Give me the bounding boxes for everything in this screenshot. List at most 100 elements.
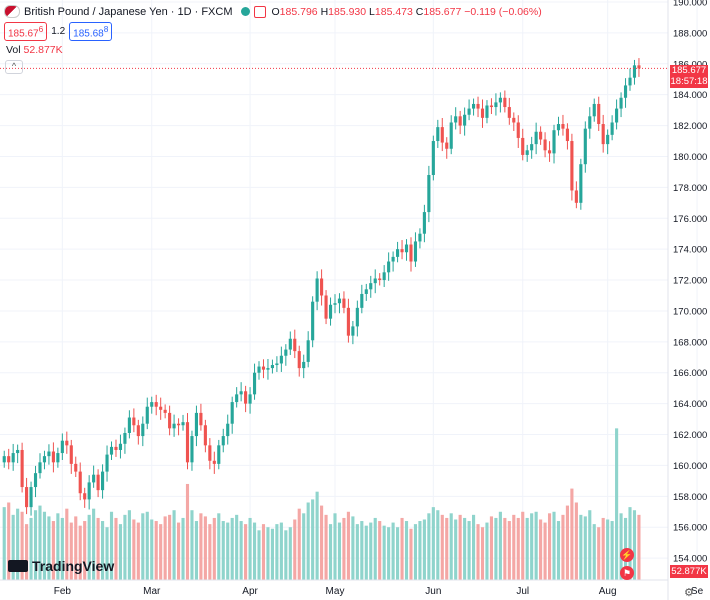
candle-body-15 [69, 445, 73, 464]
sell-button[interactable]: 185.676 [4, 22, 48, 42]
volume-bar-54 [244, 524, 248, 580]
volume-bar-131 [588, 510, 592, 580]
candle-body-88 [396, 249, 400, 257]
candle-body-55 [248, 394, 252, 404]
candle-body-121 [543, 139, 547, 151]
volume-bar-73 [328, 524, 333, 580]
logo-text: TradingView [32, 558, 115, 574]
candle-body-7 [33, 473, 38, 488]
volume-bar-32 [145, 511, 149, 580]
candle-body-82 [369, 283, 373, 290]
volume-bar-67 [302, 513, 306, 580]
x-tick-feb: Feb [54, 586, 72, 597]
tradingview-logo[interactable]: TradingView [8, 558, 114, 574]
volume-bar-26 [118, 524, 123, 580]
candle-body-19 [87, 482, 91, 500]
candle-body-69 [311, 301, 315, 341]
candle-body-109 [489, 105, 494, 108]
volume-bar-79 [355, 524, 359, 580]
volume-bar-97 [436, 510, 440, 580]
candle-body-64 [288, 338, 292, 350]
volume-bar-22 [101, 521, 105, 580]
volume-bar-56 [252, 522, 257, 580]
candle-body-74 [333, 303, 337, 305]
candle-body-53 [239, 391, 243, 395]
candle-body-36 [163, 409, 167, 413]
last-price: 185.677 [671, 65, 707, 76]
volume-bar-142 [637, 514, 641, 580]
candle-body-101 [454, 116, 458, 123]
candle-body-129 [579, 164, 583, 203]
candle-body-102 [458, 116, 462, 126]
symbol-title[interactable]: British Pound / Japanese Yen · 1D · FXCM [24, 5, 233, 18]
candle-body-65 [293, 338, 297, 352]
volume-bar-130 [583, 516, 587, 580]
x-tick-jul: Jul [516, 586, 529, 597]
last-price-tag: 185.677 18:57:18 [670, 65, 708, 88]
candle-body-70 [315, 278, 319, 302]
low-label: L [369, 5, 375, 18]
volume-bar-87 [391, 522, 395, 580]
y-tick-176: 176.000 [673, 214, 707, 225]
candle-body-95 [427, 175, 431, 213]
volume-bar-16 [74, 516, 78, 580]
volume-bar-61 [275, 524, 279, 580]
volume-bar-90 [404, 521, 409, 580]
flag-icon[interactable]: ⚑ [620, 566, 634, 580]
volume-bar-50 [226, 522, 230, 580]
y-tick-160: 160.000 [673, 461, 707, 472]
volume-bar-66 [297, 508, 301, 580]
volume-bar-91 [409, 528, 413, 580]
candle-body-42 [190, 436, 194, 463]
spread-value: 1.2 [51, 26, 66, 38]
candle-body-134 [601, 124, 605, 145]
volume-bar-119 [534, 511, 538, 580]
bar-countdown: 18:57:18 [670, 76, 708, 87]
candle-body-112 [503, 97, 507, 108]
candle-body-32 [145, 406, 149, 424]
price-axis[interactable]: 154.000 156.000 158.000 160.000 162.000 164.0… [667, 0, 707, 600]
candle-body-93 [418, 233, 422, 242]
volume-bar-33 [150, 519, 154, 580]
candle-body-139 [623, 85, 628, 98]
candle-body-124 [556, 124, 561, 131]
y-tick-158: 158.000 [673, 492, 707, 503]
candle-body-63 [284, 349, 288, 356]
candle-body-136 [610, 122, 614, 135]
volume-bar-21 [96, 517, 100, 580]
volume-bar-104 [467, 521, 471, 580]
x-tick-apr: Apr [242, 586, 258, 597]
volume-bar-36 [163, 516, 167, 580]
gear-icon[interactable]: ⚙ [684, 587, 694, 599]
volume-bar-103 [463, 517, 467, 580]
time-axis[interactable]: Feb Mar Apr May Jun Jul Aug Se [0, 579, 704, 597]
candle-body-90 [404, 244, 409, 253]
buy-button[interactable]: 185.688 [69, 22, 113, 42]
visibility-icon[interactable] [253, 5, 266, 18]
candle-body-138 [619, 97, 623, 109]
volume-bar-39 [176, 522, 181, 580]
lightning-icon[interactable]: ⚡ [620, 548, 634, 562]
volume-bar-78 [351, 516, 355, 580]
y-tick-166: 166.000 [673, 368, 707, 379]
candle-body-46 [208, 445, 212, 461]
candle-body-61 [275, 363, 279, 366]
y-tick-172: 172.000 [673, 276, 707, 287]
volume-bar-92 [413, 524, 418, 580]
volume-bar-75 [337, 522, 342, 580]
change-value: −0.119 (−0.06%) [464, 5, 542, 18]
market-status-icon [240, 7, 250, 16]
collapse-legend-chevron-up-icon[interactable]: ^ [5, 60, 23, 74]
close-label: C [415, 5, 424, 18]
candle-body-115 [516, 122, 520, 138]
volume-bar-35 [159, 524, 163, 580]
buy-price: 185.68 [73, 28, 104, 40]
candle-body-103 [463, 114, 467, 126]
volume-bar-125 [561, 514, 565, 580]
candle-body-60 [270, 365, 274, 369]
candle-body-25 [114, 446, 118, 450]
volume-bar-107 [480, 527, 485, 580]
candle-body-108 [485, 105, 489, 118]
candle-body-11 [51, 451, 55, 463]
